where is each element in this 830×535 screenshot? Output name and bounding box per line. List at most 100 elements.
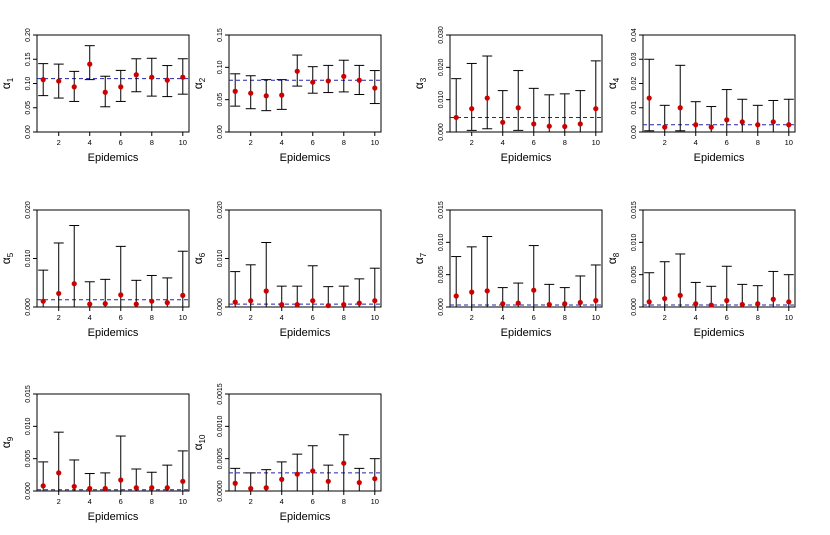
data-point: [562, 123, 568, 130]
data-point: [118, 84, 124, 90]
y-tick-label: 0.15: [25, 52, 32, 66]
y-axis-label: α2: [191, 77, 207, 89]
data-point: [294, 471, 300, 477]
data-point: [739, 301, 745, 308]
y-tick-label: 0.000: [438, 123, 445, 141]
y-tick-label: 0.015: [25, 385, 32, 403]
data-point: [56, 78, 62, 84]
data-point: [87, 485, 93, 492]
data-point: [232, 299, 238, 305]
x-tick-label: 4: [88, 313, 92, 322]
data-point: [693, 122, 699, 128]
x-tick-label: 6: [311, 497, 315, 506]
x-tick-label: 2: [57, 497, 61, 506]
y-tick-label: 0.015: [438, 201, 445, 219]
y-tick-label: 0.05: [25, 101, 32, 115]
data-point: [87, 301, 93, 307]
x-tick-label: 8: [342, 313, 346, 322]
data-point: [263, 93, 269, 99]
y-tick-label: 0.000: [25, 482, 32, 500]
data-point: [724, 297, 730, 304]
data-point: [453, 114, 459, 121]
y-tick-label: 0.05: [217, 93, 224, 107]
data-point: [263, 485, 269, 491]
y-axis-label: α7: [412, 252, 428, 264]
data-point: [755, 122, 761, 128]
data-point: [40, 483, 46, 489]
x-tick-label: 10: [371, 313, 379, 322]
x-tick-label: 6: [119, 497, 123, 506]
x-tick-label: 2: [663, 313, 667, 322]
y-axis-label-symbol: α: [412, 82, 426, 89]
data-point: [149, 298, 155, 304]
data-point: [133, 72, 139, 78]
data-point: [786, 122, 792, 128]
y-tick-label: 0.015: [631, 201, 638, 219]
y-axis-label: α4: [605, 77, 621, 89]
y-axis-label-subscript: 7: [419, 252, 428, 257]
data-point: [546, 123, 552, 129]
data-point: [677, 292, 683, 298]
data-point: [693, 301, 699, 307]
data-point: [662, 295, 668, 302]
x-tick-label: 4: [694, 138, 698, 147]
data-point: [294, 68, 300, 74]
y-tick-label: 0.005: [25, 450, 32, 468]
x-axis-label: Epidemics: [88, 511, 139, 523]
panel-5: 2 4 6 8 10 0.000 0.010 0.020 Epidemics α5: [0, 201, 190, 339]
y-tick-label: 0.0000: [217, 480, 224, 502]
y-tick-label: 0.010: [217, 250, 224, 268]
data-point: [102, 485, 108, 492]
data-point: [531, 287, 537, 293]
x-tick-label: 8: [150, 313, 154, 322]
data-point: [279, 301, 285, 308]
data-point: [118, 292, 124, 298]
y-tick-label: 0.00: [631, 125, 638, 139]
x-tick-label: 2: [57, 138, 61, 147]
y-tick-label: 0.000: [25, 298, 32, 316]
x-tick-label: 6: [725, 313, 729, 322]
data-point: [180, 292, 186, 298]
plot-frame: [36, 34, 190, 133]
y-tick-label: 0.010: [631, 233, 638, 251]
y-tick-label: 0.02: [631, 77, 638, 91]
data-point: [325, 78, 331, 84]
y-tick-label: 0.020: [438, 58, 445, 76]
data-point: [341, 301, 347, 308]
x-tick-label: 4: [501, 313, 505, 322]
data-point: [149, 485, 155, 491]
data-point: [708, 124, 714, 130]
x-tick-label: 10: [371, 497, 379, 506]
x-tick-label: 10: [785, 313, 793, 322]
data-point: [515, 300, 521, 306]
data-point: [71, 483, 77, 490]
data-point: [593, 106, 599, 112]
data-point: [577, 299, 583, 306]
x-tick-label: 10: [179, 497, 187, 506]
data-point: [164, 485, 170, 491]
x-tick-label: 6: [532, 138, 536, 147]
panel-1: 2 4 6 8 10 0.00 0.05 0.10 0.15 0.20 Epidemics α1: [0, 28, 190, 164]
x-tick-label: 4: [88, 497, 92, 506]
y-axis-label-subscript: 9: [6, 436, 15, 441]
y-tick-label: 0.0010: [217, 416, 224, 438]
data-point: [180, 74, 186, 80]
x-axis-label: Epidemics: [280, 511, 331, 523]
y-tick-label: 0.00: [25, 125, 32, 139]
x-tick-label: 8: [756, 138, 760, 147]
plot-frame: [228, 209, 382, 308]
data-point: [484, 95, 490, 101]
y-axis-label-symbol: α: [605, 82, 619, 89]
data-point: [263, 288, 269, 294]
data-point: [102, 89, 108, 95]
y-axis-label-symbol: α: [191, 257, 205, 264]
data-point: [372, 476, 378, 482]
plot-frame: [449, 209, 603, 308]
data-point: [341, 73, 347, 79]
x-axis-label: Epidemics: [280, 152, 331, 164]
x-tick-label: 4: [280, 497, 284, 506]
data-point: [372, 85, 378, 91]
data-point: [786, 299, 792, 305]
data-point: [724, 117, 730, 123]
